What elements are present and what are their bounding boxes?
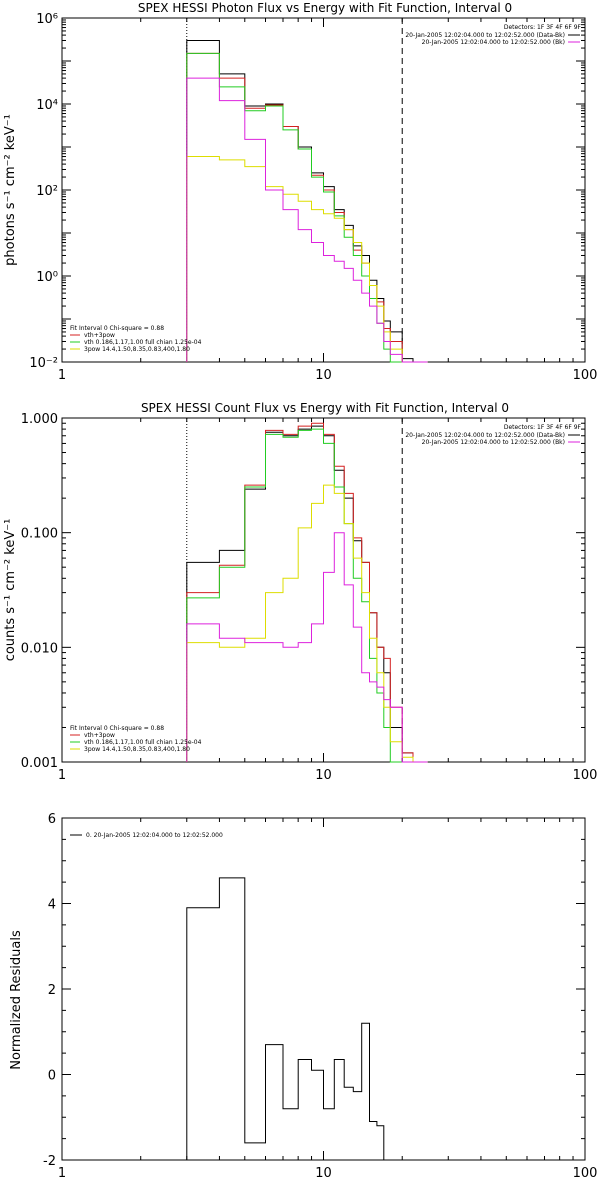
legend-entry: vth 0.186,1.17,1.00 full chian 1.25e-04 bbox=[84, 339, 202, 346]
y-tick-label: 6 bbox=[48, 812, 56, 827]
series-step-line bbox=[186, 532, 428, 763]
legend-entry: 0. 20-Jan-2005 12:02:04.000 to 12:02:52.… bbox=[86, 832, 223, 839]
x-tick-label: 1 bbox=[58, 1166, 66, 1181]
count-flux-panel: SPEX HESSI Count Flux vs Energy with Fit… bbox=[3, 401, 597, 783]
x-tick-label: 10 bbox=[315, 768, 332, 783]
residuals-plot-area: 1 10 100 -2 0 2 4 6 0. 20-Jan-2005 12:02:04.000 … bbox=[43, 812, 597, 1181]
legend-entry: 20-Jan-2005 12:02:04.000 to 12:02:52.000… bbox=[422, 439, 565, 446]
series-step-line bbox=[186, 52, 428, 363]
count-plot-area: 1 10 100 0.001 0.010 0.100 1.000 Detectors: 1F … bbox=[21, 412, 598, 783]
series-step-line bbox=[186, 156, 428, 363]
x-tick-label: 10 bbox=[315, 1166, 332, 1181]
legend-fit-header: Fit Interval 0 Chi-square = 0.88 bbox=[70, 325, 164, 332]
legend-entry: 3pow 14.4,1.50,8.35,0.83,400,1.80 bbox=[84, 746, 190, 753]
photon-flux-panel: SPEX HESSI Photon Flux vs Energy with Fi… bbox=[3, 1, 597, 383]
photon-plot-area: 1 10 100 10⁻² 10⁰ 10² 10⁴ 10⁶ Detectors: 1F 3F 4… bbox=[29, 12, 597, 383]
legend-entry: vth+3pow bbox=[84, 332, 115, 339]
y-tick-label: 0 bbox=[48, 1069, 56, 1084]
legend-entry: 20-Jan-2005 12:02:04.000 to 12:02:52.000… bbox=[405, 432, 565, 439]
series-step-line bbox=[186, 425, 428, 763]
x-tick-label: 100 bbox=[573, 368, 598, 383]
x-tick-label: 1 bbox=[58, 368, 66, 383]
series-step-line bbox=[186, 77, 428, 363]
y-tick-label: 10⁻² bbox=[29, 356, 58, 371]
chart-title: SPEX HESSI Photon Flux vs Energy with Fi… bbox=[138, 1, 512, 15]
legend-detectors: Detectors: 1F 3F 4F 6F 9F bbox=[504, 424, 582, 431]
chart-title: SPEX HESSI Count Flux vs Energy with Fit… bbox=[141, 401, 509, 415]
series-step-line bbox=[186, 484, 428, 763]
y-tick-label: 10² bbox=[36, 184, 58, 199]
y-tick-label: 10⁶ bbox=[36, 12, 58, 27]
y-axis-label: counts s⁻¹ cm⁻² keV⁻¹ bbox=[3, 519, 18, 662]
y-tick-label: 0.010 bbox=[21, 641, 58, 656]
series-step-line bbox=[186, 422, 428, 763]
legend-entry: vth+3pow bbox=[84, 732, 115, 739]
series-step-line bbox=[186, 52, 428, 363]
y-tick-label: 10⁰ bbox=[36, 270, 58, 285]
legend-detectors: Detectors: 1F 3F 4F 6F 9F bbox=[504, 24, 582, 31]
y-tick-label: 10⁴ bbox=[36, 98, 58, 113]
y-tick-label: 2 bbox=[48, 983, 56, 998]
residuals-panel: Normalized Residuals 1 10 100 -2 0 2 4 6 0. 20-J… bbox=[9, 812, 597, 1181]
x-tick-label: 1 bbox=[58, 768, 66, 783]
series-step-line bbox=[186, 428, 428, 763]
y-axis-label: photons s⁻¹ cm⁻² keV⁻¹ bbox=[3, 114, 18, 266]
legend-entry: 20-Jan-2005 12:02:04.000 to 12:02:52.000… bbox=[422, 39, 565, 46]
y-tick-label: 4 bbox=[48, 898, 56, 913]
y-tick-label: 0.100 bbox=[21, 527, 58, 542]
series-step-line bbox=[186, 877, 403, 1161]
legend-entry: 20-Jan-2005 12:02:04.000 to 12:02:52.000… bbox=[405, 32, 565, 39]
y-tick-label: 0.001 bbox=[21, 756, 58, 771]
y-axis-label: Normalized Residuals bbox=[9, 930, 24, 1070]
legend-entry: vth 0.186,1.17,1.00 full chian 1.25e-04 bbox=[84, 739, 202, 746]
x-tick-label: 100 bbox=[573, 1166, 598, 1181]
y-tick-label: 1.000 bbox=[21, 412, 58, 427]
x-tick-label: 10 bbox=[315, 368, 332, 383]
x-tick-label: 100 bbox=[573, 768, 598, 783]
y-tick-label: -2 bbox=[43, 1154, 56, 1169]
legend-fit-header: Fit Interval 0 Chi-square = 0.88 bbox=[70, 725, 164, 732]
legend-entry: 3pow 14.4,1.50,8.35,0.83,400,1.80 bbox=[84, 346, 190, 353]
